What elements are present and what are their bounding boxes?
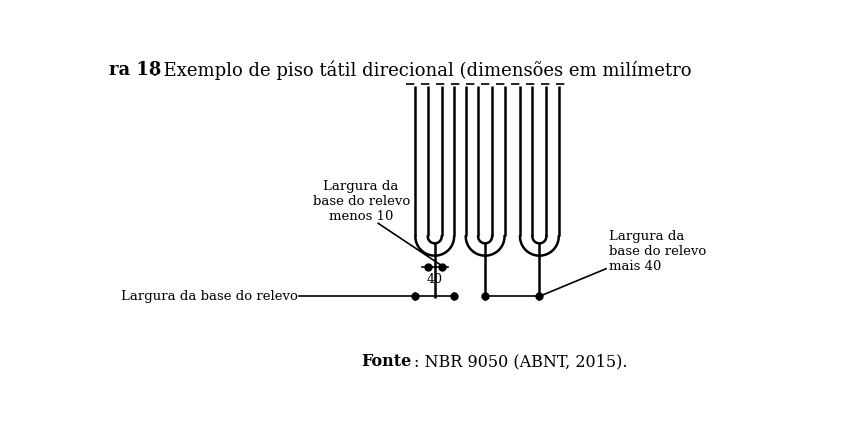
Text: Largura da
base do relevo
mais 40: Largura da base do relevo mais 40 <box>609 230 706 273</box>
Text: 40: 40 <box>427 273 443 286</box>
Text: ra 18: ra 18 <box>110 61 162 79</box>
Text: Fonte: Fonte <box>362 353 411 370</box>
Text: : NBR 9050 (ABNT, 2015).: : NBR 9050 (ABNT, 2015). <box>414 353 627 370</box>
Text: Largura da
base do relevo
menos 10: Largura da base do relevo menos 10 <box>313 180 410 223</box>
Text: . Exemplo de piso tátil direcional (dimensões em milímetro: . Exemplo de piso tátil direcional (dime… <box>152 61 691 80</box>
Text: Largura da base do relevo: Largura da base do relevo <box>121 290 298 303</box>
